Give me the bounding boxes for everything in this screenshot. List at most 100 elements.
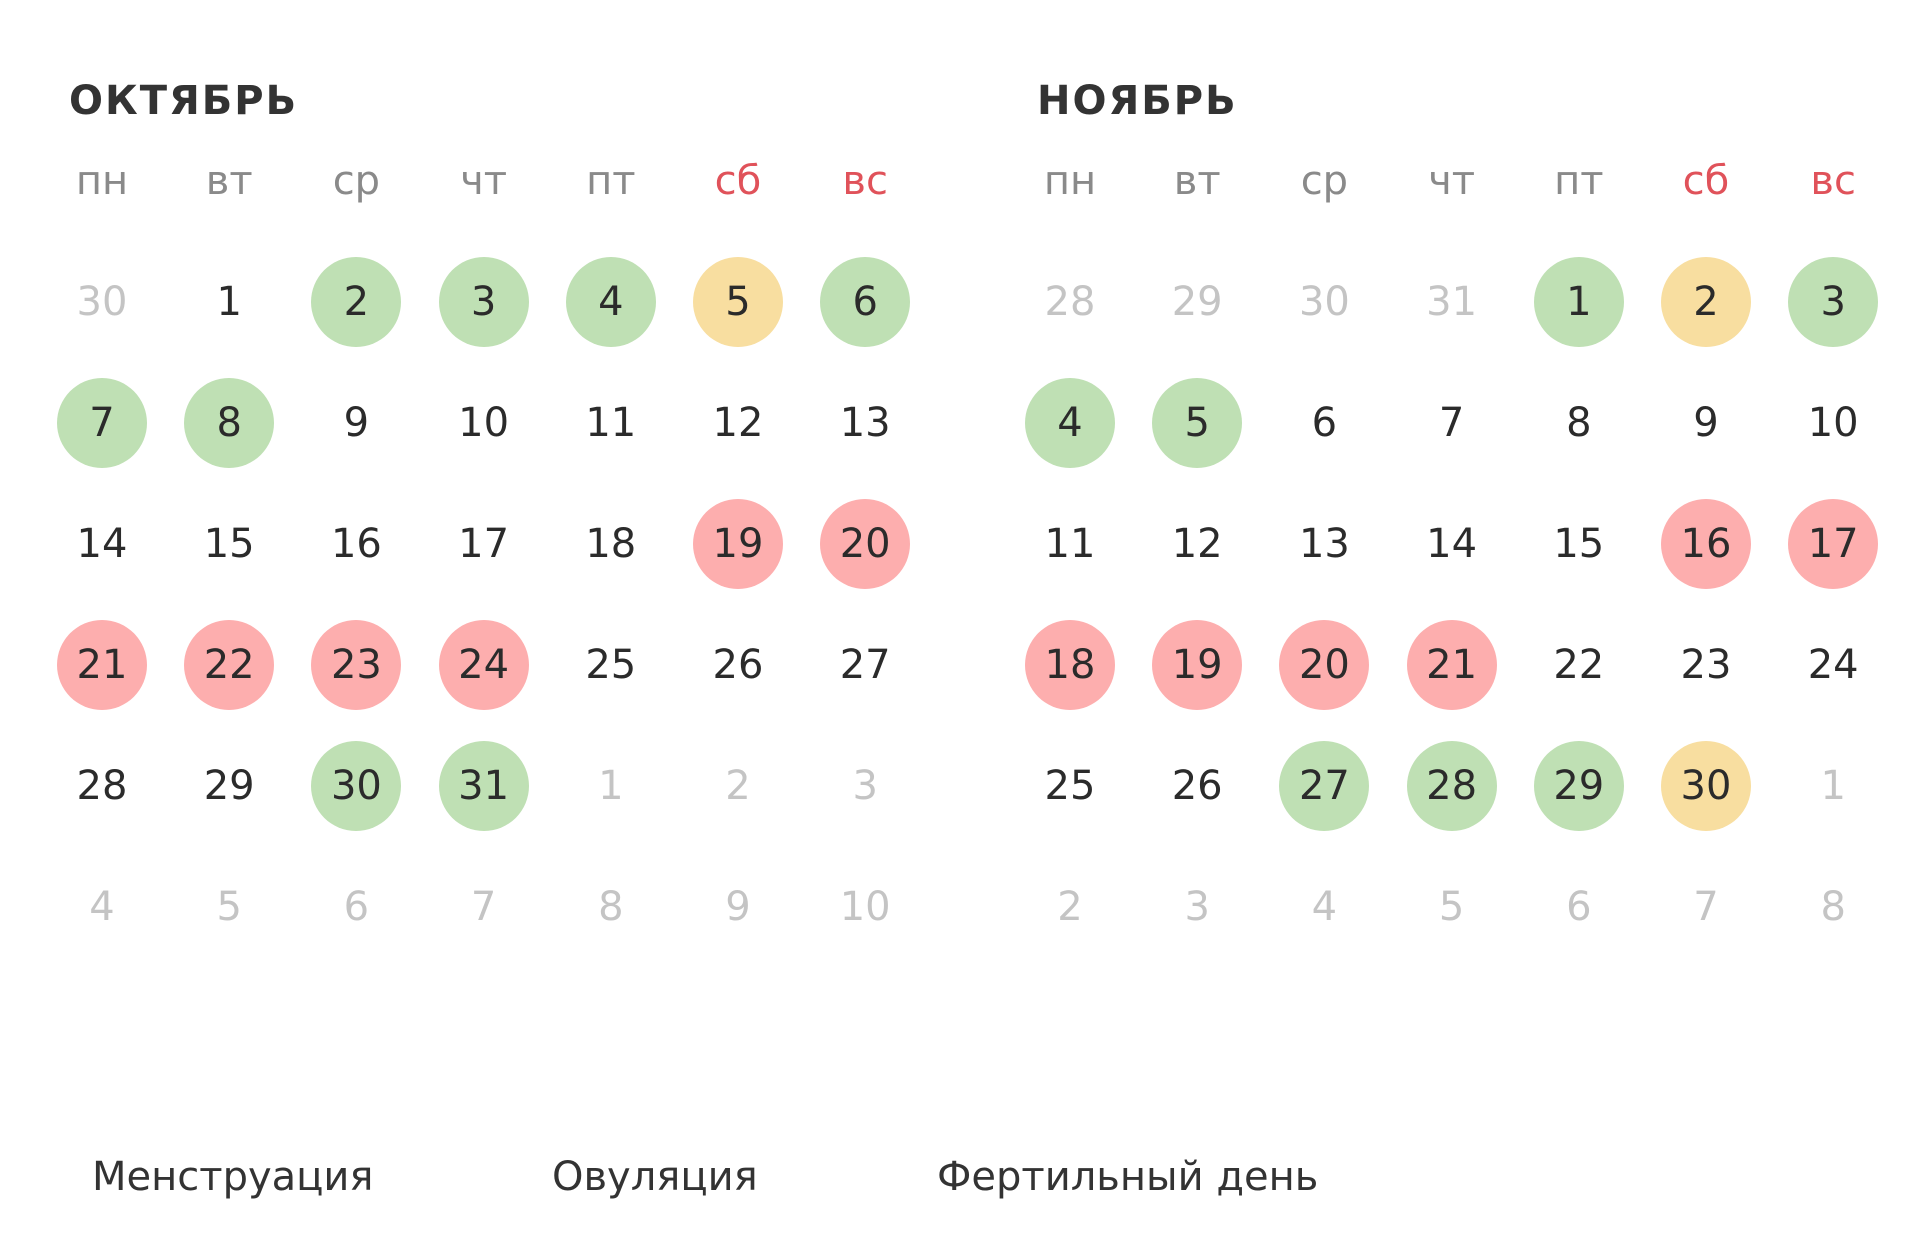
day-cell-outside: 5 — [1438, 884, 1465, 930]
day-cell[interactable]: 10 — [1807, 400, 1859, 446]
day-cell[interactable]: 2 — [1661, 257, 1751, 347]
day-cell-outside: 1 — [1820, 763, 1846, 809]
day-cell[interactable]: 16 — [330, 521, 382, 567]
day-cell-outside: 4 — [1311, 884, 1338, 930]
day-cell[interactable]: 24 — [1807, 642, 1859, 688]
day-cell[interactable]: 16 — [1661, 499, 1751, 589]
day-cell[interactable]: 29 — [203, 763, 255, 809]
day-cell-outside: 9 — [725, 884, 751, 930]
day-cell[interactable]: 13 — [1298, 521, 1350, 567]
day-cell[interactable]: 5 — [1152, 378, 1243, 468]
day-cell[interactable]: 12 — [712, 400, 764, 446]
day-cell[interactable]: 27 — [1279, 741, 1370, 831]
day-cell[interactable]: 15 — [1553, 521, 1605, 567]
day-cell[interactable]: 14 — [76, 521, 128, 567]
weekday-label: вт — [205, 158, 253, 204]
weekday-label: пн — [75, 158, 129, 204]
day-cell-outside: 31 — [1426, 279, 1478, 325]
month-title: ОКТЯБРЬ — [69, 78, 299, 124]
day-cell[interactable]: 10 — [458, 400, 510, 446]
day-cell[interactable]: 28 — [1406, 741, 1497, 831]
weekday-label: чт — [1428, 158, 1476, 204]
day-cell-outside: 2 — [725, 763, 751, 809]
day-cell[interactable]: 31 — [438, 741, 529, 831]
day-cell-outside: 7 — [470, 884, 497, 930]
weekday-label: сб — [714, 158, 762, 204]
weekday-label: сб — [1682, 158, 1730, 204]
day-cell-outside: 6 — [343, 884, 370, 930]
day-cell[interactable]: 11 — [585, 400, 637, 446]
day-cell[interactable]: 8 — [184, 378, 275, 468]
day-cell[interactable]: 8 — [1566, 400, 1592, 446]
day-cell[interactable]: 26 — [712, 642, 764, 688]
day-cell[interactable]: 13 — [839, 400, 891, 446]
day-cell[interactable]: 3 — [438, 257, 529, 347]
day-cell[interactable]: 20 — [1279, 620, 1370, 710]
day-cell[interactable]: 30 — [311, 741, 402, 831]
day-cell[interactable]: 7 — [1438, 400, 1465, 446]
weekday-label: чт — [460, 158, 508, 204]
weekday-label: пт — [1554, 158, 1604, 204]
day-cell[interactable]: 25 — [1044, 763, 1096, 809]
day-cell[interactable]: 30 — [1661, 741, 1751, 831]
weekday-label: пт — [586, 158, 636, 204]
day-cell[interactable]: 17 — [458, 521, 510, 567]
day-cell[interactable]: 5 — [693, 257, 783, 347]
weekday-label: вт — [1173, 158, 1221, 204]
day-cell[interactable]: 1 — [1533, 257, 1624, 347]
day-cell-outside: 30 — [76, 279, 128, 325]
day-cell-outside: 7 — [1693, 884, 1719, 930]
weekday-label: ср — [1300, 158, 1349, 204]
day-cell-outside: 3 — [852, 763, 878, 809]
day-cell[interactable]: 9 — [1693, 400, 1719, 446]
day-cell[interactable]: 14 — [1426, 521, 1478, 567]
day-cell[interactable]: 28 — [76, 763, 128, 809]
day-cell[interactable]: 19 — [1152, 620, 1243, 710]
day-cell[interactable]: 22 — [1553, 642, 1605, 688]
day-cell[interactable]: 18 — [1025, 620, 1115, 710]
day-cell[interactable]: 12 — [1171, 521, 1223, 567]
day-cell-outside: 1 — [598, 763, 624, 809]
day-cell[interactable]: 23 — [1680, 642, 1732, 688]
legend-label: Фертильный день — [937, 1154, 1319, 1200]
weekday-label: пн — [1043, 158, 1097, 204]
day-cell[interactable]: 4 — [565, 257, 656, 347]
day-cell[interactable]: 29 — [1533, 741, 1624, 831]
day-cell[interactable]: 20 — [820, 499, 911, 589]
legend-dot-icon — [460, 1148, 520, 1208]
day-cell[interactable]: 11 — [1044, 521, 1096, 567]
day-cell-outside: 2 — [1057, 884, 1083, 930]
day-cell[interactable]: 9 — [343, 400, 370, 446]
day-cell[interactable]: 7 — [57, 378, 147, 468]
day-cell[interactable]: 21 — [57, 620, 147, 710]
day-cell[interactable]: 4 — [1025, 378, 1115, 468]
legend-dot-icon — [0, 1148, 60, 1208]
weekday-label: вс — [1810, 158, 1856, 204]
day-cell-outside: 29 — [1171, 279, 1223, 325]
day-cell[interactable]: 26 — [1171, 763, 1223, 809]
day-cell[interactable]: 27 — [839, 642, 891, 688]
day-cell[interactable]: 24 — [438, 620, 529, 710]
day-cell[interactable]: 3 — [1788, 257, 1879, 347]
day-cell[interactable]: 19 — [693, 499, 783, 589]
weekday-label: ср — [332, 158, 381, 204]
day-cell[interactable]: 18 — [585, 521, 637, 567]
day-cell[interactable]: 21 — [1406, 620, 1497, 710]
day-cell-outside: 8 — [598, 884, 624, 930]
day-cell-outside: 30 — [1298, 279, 1350, 325]
day-cell-outside: 4 — [89, 884, 115, 930]
day-cell[interactable]: 23 — [311, 620, 402, 710]
day-cell[interactable]: 25 — [585, 642, 637, 688]
day-cell[interactable]: 6 — [820, 257, 911, 347]
day-cell-outside: 3 — [1184, 884, 1210, 930]
day-cell[interactable]: 1 — [216, 279, 242, 325]
day-cell[interactable]: 6 — [1311, 400, 1338, 446]
day-cell-outside: 5 — [216, 884, 242, 930]
day-cell[interactable]: 17 — [1788, 499, 1879, 589]
legend-label: Менструация — [92, 1154, 374, 1200]
day-cell[interactable]: 22 — [184, 620, 275, 710]
day-cell[interactable]: 2 — [311, 257, 402, 347]
day-cell[interactable]: 15 — [203, 521, 255, 567]
day-cell-outside: 6 — [1566, 884, 1592, 930]
month-title: НОЯБРЬ — [1037, 78, 1238, 124]
